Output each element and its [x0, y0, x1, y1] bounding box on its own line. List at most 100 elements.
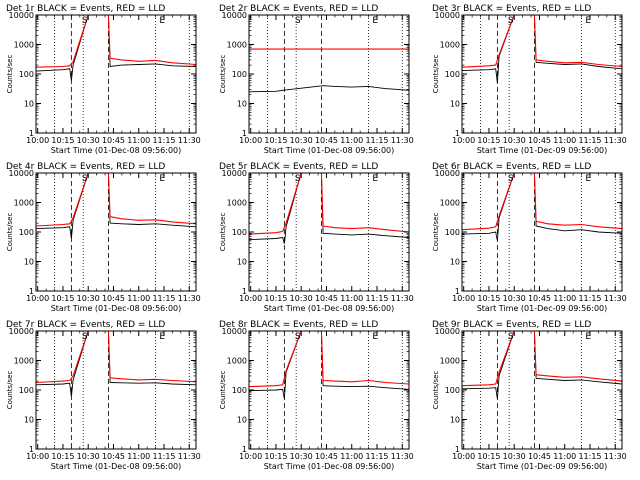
x-tick-label: 11:30: [178, 294, 201, 303]
detector-panel-3: Det 3r BLACK = Events, RED = LLD S E 1 10 100…: [432, 4, 627, 155]
x-tick-label: 11:30: [604, 136, 627, 145]
y-tick-label: 1000: [440, 357, 460, 366]
panel-title: Det 1r BLACK = Events, RED = LLD: [6, 4, 165, 14]
lld-series-line: [249, 331, 409, 388]
x-tick-label: 10:15: [477, 136, 500, 145]
detector-panel-5: Det 5r BLACK = Events, RED = LLD S E 1 10 100…: [219, 162, 414, 313]
y-tick-label: 100: [19, 386, 34, 395]
x-tick-label: 11:30: [178, 452, 201, 461]
marker-s: S: [82, 16, 88, 26]
plot-frame: [248, 172, 410, 292]
marker-e: E: [585, 332, 591, 342]
y-tick-label: 10: [237, 416, 247, 425]
panel-title: Det 3r BLACK = Events, RED = LLD: [432, 4, 591, 14]
x-tick-label: 10:15: [51, 452, 74, 461]
marker-e: E: [159, 332, 165, 342]
x-tick-label: 10:30: [290, 294, 313, 303]
detector-panel-1: Det 1r BLACK = Events, RED = LLD S E 1 10 100…: [6, 4, 201, 155]
y-tick-label: 10000: [222, 169, 247, 178]
x-tick-label: 10:30: [77, 136, 100, 145]
x-tick-label: 10:30: [290, 452, 313, 461]
marker-e: E: [159, 174, 165, 184]
y-tick-label: 10: [237, 258, 247, 267]
x-tick-label: 11:15: [365, 452, 388, 461]
detector-panel-4: Det 4r BLACK = Events, RED = LLD S E 1 10 100…: [6, 162, 201, 313]
x-tick-label: 11:00: [340, 452, 363, 461]
marker-s: S: [295, 332, 301, 342]
y-tick-label: 10000: [222, 11, 247, 20]
events-series-line: [36, 173, 196, 239]
y-tick-label: 1000: [14, 357, 34, 366]
x-tick-label: 10:15: [264, 294, 287, 303]
x-tick-label: 10:45: [315, 294, 338, 303]
x-tick-label: 11:15: [578, 136, 601, 145]
x-tick-label: 11:15: [152, 136, 175, 145]
x-axis-label: Start Time (01-Dec-08 09:56:00): [264, 304, 395, 313]
x-tick-label: 10:30: [77, 452, 100, 461]
y-axis-label: Counts/sec: [432, 213, 440, 252]
y-axis-label: Counts/sec: [219, 55, 227, 94]
x-tick-label: 11:00: [340, 136, 363, 145]
panel-title: Det 7r BLACK = Events, RED = LLD: [6, 320, 165, 330]
x-tick-label: 10:00: [452, 136, 475, 145]
y-tick-label: 100: [445, 228, 460, 237]
events-series-line: [462, 173, 622, 241]
marker-e: E: [372, 16, 378, 26]
x-tick-label: 10:45: [102, 452, 125, 461]
x-axis-label: Start Time (01-Dec-08 09:56:00): [51, 304, 182, 313]
x-axis-label: Start Time (01-Dec-08 09:56:00): [51, 146, 182, 155]
lld-series-line: [36, 331, 196, 384]
x-tick-label: 10:00: [239, 136, 262, 145]
x-tick-label: 10:45: [315, 452, 338, 461]
y-tick-label: 1000: [227, 199, 247, 208]
y-tick-label: 10: [450, 416, 460, 425]
x-tick-label: 11:15: [365, 294, 388, 303]
marker-e: E: [159, 16, 165, 26]
x-tick-label: 10:15: [477, 294, 500, 303]
y-tick-label: 100: [445, 386, 460, 395]
y-tick-label: 1: [455, 129, 460, 138]
events-series-line: [462, 331, 622, 399]
x-tick-label: 10:00: [239, 452, 262, 461]
x-tick-label: 11:30: [391, 136, 414, 145]
y-axis-label: Counts/sec: [6, 213, 14, 252]
x-axis-label: Start Time (01-Dec-09 09:56:00): [477, 462, 608, 471]
y-tick-label: 100: [232, 386, 247, 395]
marker-s: S: [508, 332, 514, 342]
x-tick-label: 10:45: [102, 136, 125, 145]
x-tick-label: 11:00: [553, 452, 576, 461]
lld-series-line: [36, 173, 196, 227]
y-tick-label: 10000: [435, 11, 460, 20]
x-tick-label: 11:00: [340, 294, 363, 303]
x-tick-label: 11:30: [604, 294, 627, 303]
x-tick-label: 11:30: [604, 452, 627, 461]
plot-frame: [248, 14, 410, 134]
events-series-line: [249, 85, 409, 93]
x-tick-label: 11:30: [391, 452, 414, 461]
x-axis-label: Start Time (01-Dec-09 09:56:00): [477, 304, 608, 313]
y-tick-label: 100: [232, 228, 247, 237]
x-tick-label: 10:45: [315, 136, 338, 145]
x-tick-label: 10:15: [51, 294, 74, 303]
x-tick-label: 11:00: [553, 136, 576, 145]
events-series-line: [36, 331, 196, 397]
plot-frame: [35, 14, 197, 134]
y-tick-label: 10000: [9, 11, 34, 20]
y-tick-label: 1000: [14, 41, 34, 50]
marker-s: S: [295, 16, 301, 26]
y-tick-label: 1: [455, 445, 460, 454]
panel-title: Det 5r BLACK = Events, RED = LLD: [219, 162, 378, 172]
y-tick-label: 100: [232, 70, 247, 79]
y-tick-label: 10: [237, 100, 247, 109]
x-axis-label: Start Time (01-Dec-09 09:56:00): [477, 146, 608, 155]
x-tick-label: 11:00: [127, 452, 150, 461]
y-tick-label: 10000: [435, 327, 460, 336]
x-tick-label: 10:15: [264, 452, 287, 461]
x-tick-label: 10:30: [503, 452, 526, 461]
marker-s: S: [508, 16, 514, 26]
x-tick-label: 11:15: [578, 294, 601, 303]
lld-series-line: [462, 173, 622, 231]
marker-e: E: [585, 16, 591, 26]
plot-frame: [35, 172, 197, 292]
